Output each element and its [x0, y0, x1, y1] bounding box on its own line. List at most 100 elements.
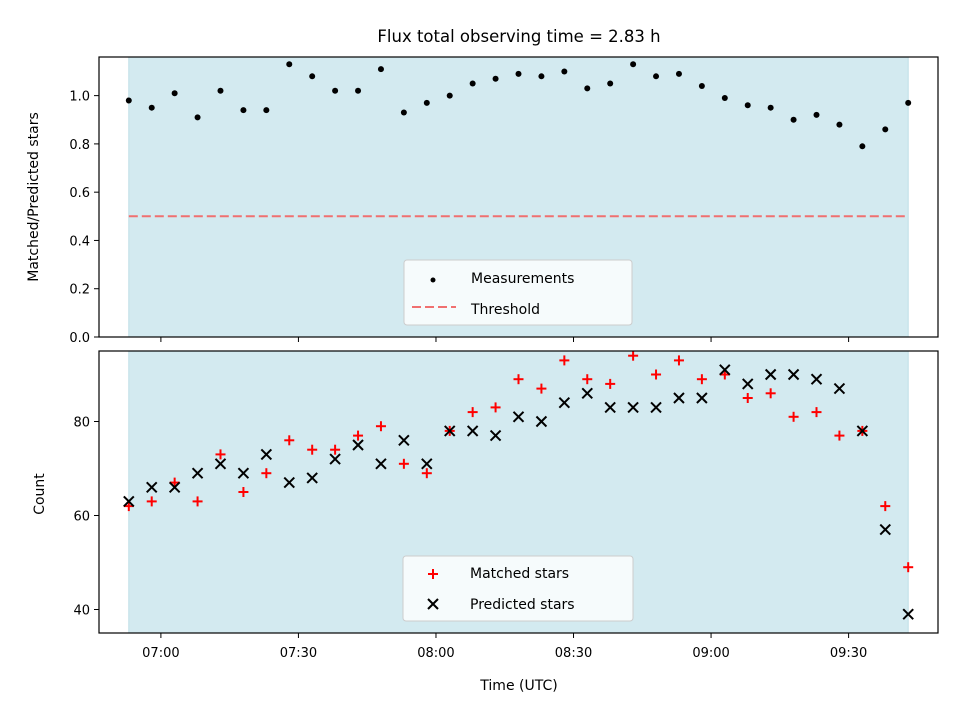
measurement-point: [767, 104, 774, 111]
measurement-point: [790, 116, 797, 123]
matched-star-point: [834, 430, 845, 441]
x-tick-label: 07:00: [142, 646, 179, 661]
predicted-star-point: [512, 411, 525, 423]
cross-stroke-b: [214, 458, 227, 470]
matched-star-point: [284, 435, 295, 446]
top-y-tick-label: 0.0: [69, 331, 90, 346]
measurement-point: [859, 143, 866, 150]
matched-star-point: [811, 407, 822, 418]
matched-star-point: [582, 374, 593, 385]
predicted-star-point: [283, 476, 295, 489]
cross-stroke-b: [879, 523, 891, 536]
predicted-star-point: [558, 396, 571, 409]
measurement-point: [698, 82, 705, 89]
x-tick-label: 08:00: [417, 646, 454, 661]
ratio-panel: 0.0 0.2 0.4 0.6 0.8 1.0 Measurements Threshold: [69, 56, 939, 346]
cross-stroke-b: [512, 411, 525, 423]
cross-stroke-b: [466, 425, 479, 437]
cross-stroke-b: [375, 458, 387, 470]
measurement-point: [332, 87, 339, 94]
bottom-y-axis-label: Count: [32, 473, 48, 515]
x-tick-label: 09:30: [830, 646, 867, 661]
cross-stroke-b: [329, 453, 341, 465]
matched-star-point: [421, 468, 432, 479]
predicted-star-point: [260, 448, 273, 461]
matched-star-point: [146, 496, 157, 507]
measurement-point: [538, 73, 545, 80]
predicted-star-point: [237, 467, 250, 479]
predicted-star-point: [764, 368, 777, 381]
predicted-star-point: [352, 439, 364, 451]
cross-stroke-b: [810, 373, 823, 385]
measurement-point: [377, 66, 384, 73]
predicted-star-point: [879, 523, 891, 536]
cross-stroke-b: [581, 387, 593, 400]
legend-threshold-label: Threshold: [470, 302, 540, 318]
top-legend-box: [403, 259, 633, 326]
cross-stroke-b: [604, 401, 616, 414]
predicted-star-point: [742, 378, 754, 390]
predicted-star-point: [581, 387, 593, 400]
cross-stroke-b: [535, 415, 548, 428]
matched-star-point: [490, 402, 501, 413]
matched-star-point: [330, 444, 341, 455]
top-y-tick-label: 0.4: [69, 234, 90, 249]
legend-predicted-marker: [427, 598, 439, 610]
measurement-point: [607, 80, 614, 87]
matched-star-point: [696, 374, 707, 385]
count-panel: 40 60 80 07:00 07:30 08:00 08:30 09:00 09:30 Matc…: [73, 350, 939, 661]
predicted-star-point: [329, 453, 341, 465]
measurement-point: [905, 99, 912, 106]
predicted-star-point: [787, 368, 800, 381]
legend-measurements-label: Measurements: [471, 271, 574, 287]
matched-star-point: [353, 430, 364, 441]
bottom-y-tick-label: 60: [73, 510, 90, 525]
x-tick-label: 07:30: [280, 646, 317, 661]
measurement-point: [240, 107, 247, 114]
matched-star-point: [238, 487, 249, 497]
measurement-point: [721, 95, 728, 102]
predicted-star-point: [398, 434, 410, 447]
measurement-point: [400, 109, 407, 116]
measurement-point: [286, 61, 293, 68]
cross-stroke-b: [123, 495, 135, 508]
cross-stroke-b: [146, 481, 158, 494]
x-tick-label: 08:30: [555, 646, 592, 661]
measurement-point: [469, 80, 476, 87]
x-tick-label: 09:00: [692, 646, 729, 661]
measurement-point: [836, 121, 843, 128]
predicted-star-point: [604, 401, 616, 414]
matched-star-point: [261, 468, 272, 479]
measurement-point: [171, 90, 178, 97]
cross-stroke-b: [306, 472, 318, 484]
matched-star-point: [628, 350, 639, 361]
measurement-point: [675, 70, 682, 77]
cross-stroke-b: [833, 382, 846, 395]
matched-star-point: [467, 407, 478, 418]
legend-matched-label: Matched stars: [470, 566, 569, 582]
top-y-tick-label: 0.8: [69, 138, 90, 153]
cross-stroke-b: [352, 439, 364, 451]
measurement-point: [584, 85, 591, 92]
matched-star-point: [536, 383, 547, 394]
matched-star-point: [513, 374, 524, 385]
cross-stroke-b: [489, 429, 502, 442]
cross-stroke-b: [283, 476, 295, 489]
cross-stroke-b: [421, 458, 433, 470]
top-y-tick-label: 0.6: [69, 186, 90, 201]
matched-star-point: [559, 355, 570, 366]
matched-star-point: [605, 378, 616, 389]
cross-stroke-b: [696, 392, 708, 404]
measurement-point: [653, 73, 660, 80]
cross-stroke-b: [260, 448, 273, 461]
measurement-point: [744, 102, 751, 109]
measurement-point: [309, 73, 316, 80]
predicted-star-point: [810, 373, 823, 385]
cross-stroke-b: [191, 467, 204, 479]
matched-star-point: [651, 369, 662, 380]
matched-star-point: [673, 355, 684, 366]
matched-star-point: [307, 444, 318, 455]
predicted-star-point: [306, 472, 318, 484]
